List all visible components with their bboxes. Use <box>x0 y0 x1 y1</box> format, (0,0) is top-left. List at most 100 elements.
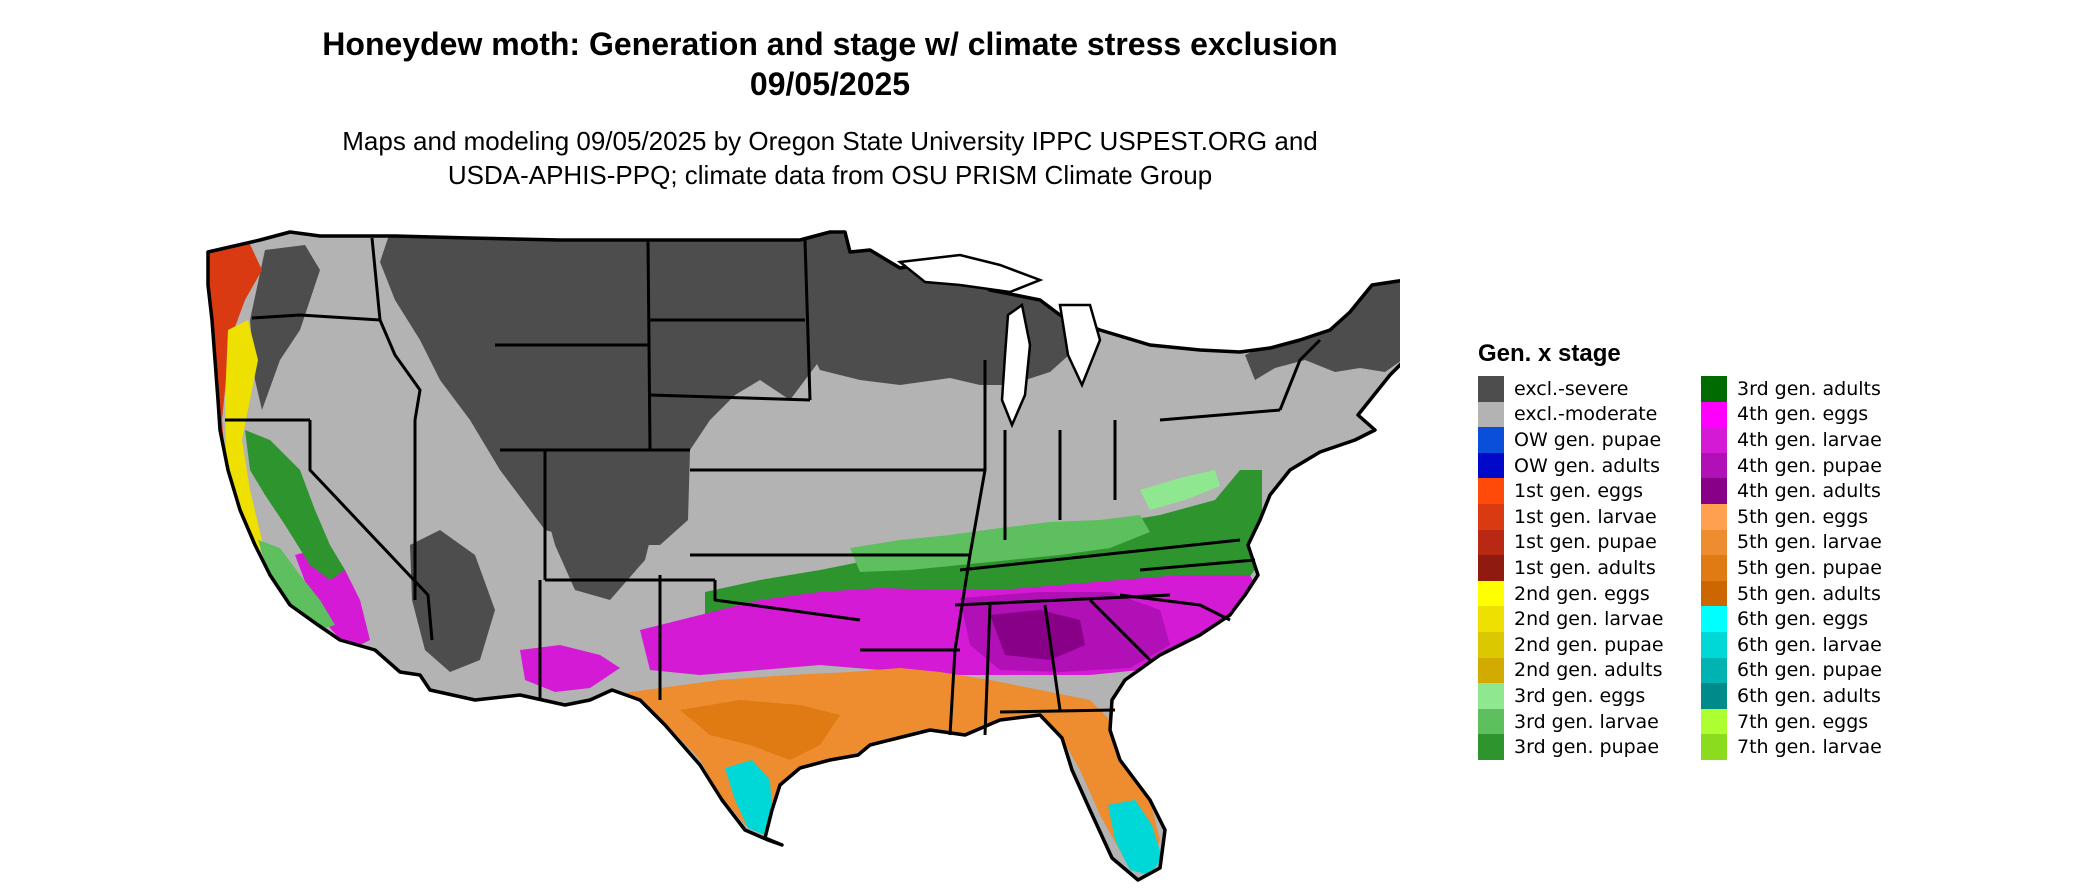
legend-swatch <box>1701 657 1727 684</box>
legend-label: OW gen. adults <box>1514 454 1661 477</box>
legend-item: excl.-severe <box>1478 376 1693 402</box>
legend-swatch <box>1701 427 1727 453</box>
legend-label: 3rd gen. adults <box>1737 377 1881 400</box>
legend-label: 2nd gen. adults <box>1514 659 1663 682</box>
legend-item: 4th gen. adults <box>1701 478 1916 504</box>
legend-swatch <box>1478 555 1504 581</box>
lake-huron <box>1058 303 1102 389</box>
legend-swatch <box>1701 708 1727 735</box>
state-line-sd-ne <box>649 393 811 402</box>
legend-label: 1st gen. pupae <box>1514 531 1657 554</box>
legend-label: 2nd gen. eggs <box>1514 582 1650 605</box>
region-3rd-gen-larvae-band <box>850 515 1150 572</box>
legend-swatch <box>1701 503 1727 530</box>
legend-swatch <box>1701 452 1727 479</box>
legend-label: OW gen. pupae <box>1514 428 1662 451</box>
state-line-ga-fl <box>999 708 1116 714</box>
legend-label: 3rd gen. eggs <box>1514 684 1646 707</box>
legend-swatch <box>1478 734 1504 760</box>
legend-item: OW gen. adults <box>1478 452 1693 479</box>
legend-column-left: excl.-severe excl.-moderate OW gen. pupae O… <box>1478 376 1693 760</box>
legend-item: 7th gen. larvae <box>1701 734 1916 760</box>
legend-swatch <box>1478 503 1504 530</box>
legend-label: 1st gen. adults <box>1514 556 1656 579</box>
legend-item: 5th gen. adults <box>1701 580 1916 607</box>
legend-swatch <box>1478 529 1504 556</box>
legend-item: 4th gen. eggs <box>1701 401 1916 428</box>
legend-label: 3rd gen. larvae <box>1514 710 1659 733</box>
legend-label: 2nd gen. pupae <box>1514 633 1664 656</box>
legend-label: excl.-severe <box>1514 377 1629 400</box>
title-text: Honeydew moth: Generation and stage w/ c… <box>322 26 1338 62</box>
region-3rd-gen-eggs-band <box>1140 470 1220 510</box>
legend-item: 6th gen. pupae <box>1701 657 1916 684</box>
legend-label: 3rd gen. pupae <box>1514 736 1660 759</box>
region-excl-severe-rockies <box>540 425 660 600</box>
subtitle-line-2: USDA-APHIS-PPQ; climate data from OSU PR… <box>447 160 1213 190</box>
legend-label: 1st gen. larvae <box>1514 505 1657 528</box>
region-excl-severe-upper-midwest <box>790 232 1080 385</box>
legend-item: 7th gen. eggs <box>1701 708 1916 735</box>
state-line-nc-sc <box>1119 593 1231 622</box>
legend-swatch <box>1478 401 1504 428</box>
state-line-wa-or <box>251 313 381 322</box>
state-line-new-england <box>1278 338 1322 411</box>
legend-item: 5th gen. pupae <box>1701 555 1916 581</box>
region-3rd-gen-pupae-ca <box>245 430 345 580</box>
legend-label: excl.-moderate <box>1514 403 1658 426</box>
legend-item: 2nd gen. larvae <box>1478 606 1693 632</box>
legend-label: 1st gen. eggs <box>1514 480 1644 503</box>
legend-item: 2nd gen. eggs <box>1478 580 1693 607</box>
legend-label: 6th gen. adults <box>1737 684 1881 707</box>
lake-michigan <box>1000 302 1032 429</box>
legend-label: 4th gen. larvae <box>1737 428 1882 451</box>
legend-label: 5th gen. pupae <box>1737 556 1882 579</box>
legend-item: 5th gen. eggs <box>1701 503 1916 530</box>
legend-item: 6th gen. eggs <box>1701 606 1916 632</box>
legend-swatch <box>1478 427 1504 453</box>
state-line-dakotas <box>646 239 652 451</box>
legend-label: 5th gen. larvae <box>1737 531 1882 554</box>
great-lakes <box>896 253 1102 429</box>
legend-item: 2nd gen. adults <box>1478 657 1693 684</box>
legend-swatch <box>1478 452 1504 479</box>
legend-swatch <box>1701 555 1727 581</box>
subtitle-line-1: Maps and modeling 09/05/2025 by Oregon S… <box>342 126 1318 156</box>
legend-label: 4th gen. adults <box>1737 480 1881 503</box>
map-subtitle: Maps and modeling 09/05/2025 by Oregon S… <box>230 124 1430 192</box>
legend-swatch <box>1701 631 1727 658</box>
legend-swatch <box>1701 580 1727 607</box>
region-4th-gen-larvae-az <box>520 645 620 692</box>
state-line-pa-ny <box>1159 408 1281 422</box>
us-map <box>206 230 1400 882</box>
legend-item: OW gen. pupae <box>1478 427 1693 453</box>
legend-item: 1st gen. eggs <box>1478 478 1693 504</box>
legend-swatch <box>1478 657 1504 684</box>
state-line-ca-nv <box>308 420 434 641</box>
legend-item: 4th gen. pupae <box>1701 452 1916 479</box>
legend-item: 1st gen. larvae <box>1478 503 1693 530</box>
state-line-ok-tx <box>713 580 861 622</box>
state-line-al-ga <box>1043 604 1062 711</box>
legend-swatch <box>1478 580 1504 607</box>
region-4th-gen-larvae-west <box>295 548 370 650</box>
state-line-ga-sc <box>1088 598 1152 662</box>
region-excl-severe-northeast <box>1245 280 1400 380</box>
region-3rd-gen-larvae-ca <box>258 540 335 630</box>
lake-superior <box>896 253 1044 294</box>
region-6th-gen-larvae-fl <box>1108 800 1162 875</box>
legend-item: 4th gen. larvae <box>1701 427 1916 453</box>
legend-label: 6th gen. eggs <box>1737 608 1869 631</box>
legend-item: 3rd gen. pupae <box>1478 734 1693 760</box>
legend-item: 5th gen. larvae <box>1701 529 1916 556</box>
legend-item: 6th gen. larvae <box>1701 631 1916 658</box>
legend-item: excl.-moderate <box>1478 401 1693 428</box>
legend-label: 4th gen. eggs <box>1737 403 1869 426</box>
legend-label: 4th gen. pupae <box>1737 454 1882 477</box>
legend-label: 6th gen. pupae <box>1737 659 1882 682</box>
map-title: Honeydew moth: Generation and stage w/ c… <box>200 24 1460 104</box>
legend-swatch <box>1478 683 1504 709</box>
region-excl-severe-north <box>380 232 850 545</box>
state-line-va-nc <box>1139 558 1256 572</box>
legend-swatch <box>1478 631 1504 658</box>
